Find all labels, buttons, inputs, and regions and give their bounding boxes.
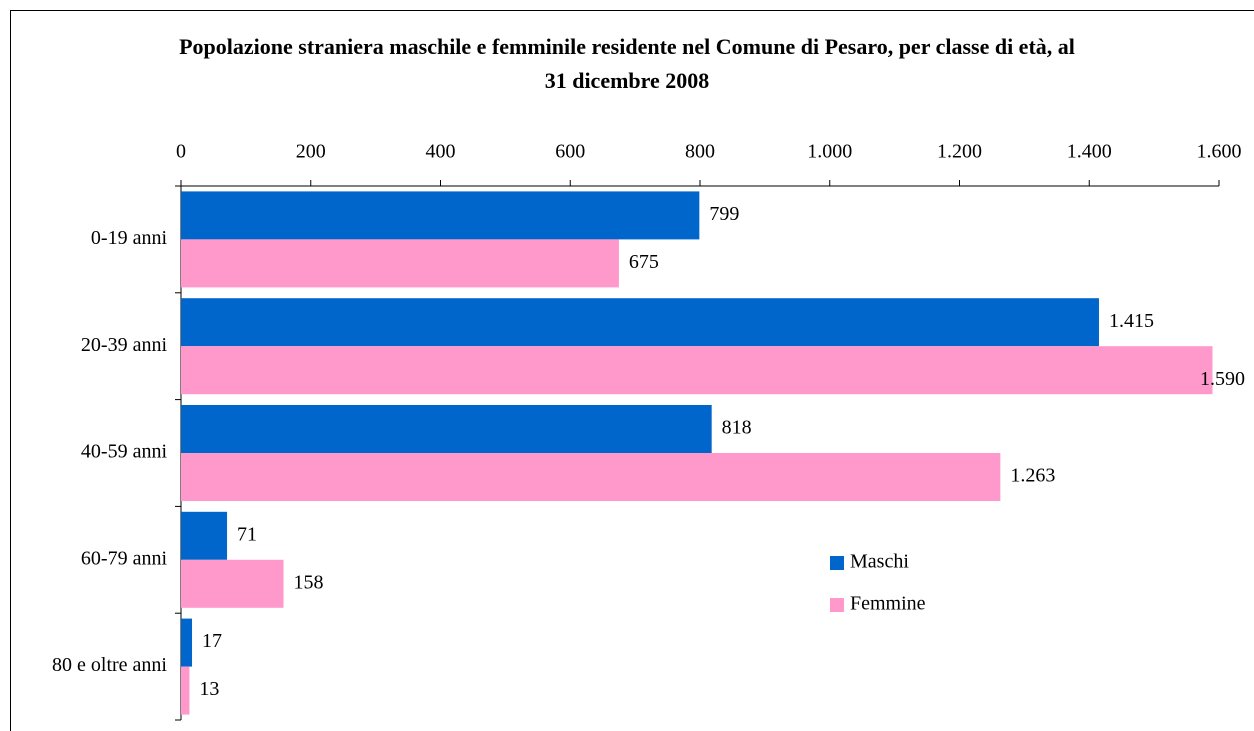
data-label: 675 — [629, 251, 659, 273]
data-label: 158 — [294, 571, 324, 593]
data-label: 818 — [722, 417, 752, 439]
legend-swatch — [830, 556, 844, 570]
y-tick-label: 40-59 anni — [81, 441, 168, 463]
data-label: 799 — [709, 203, 739, 225]
legend-label: Femmine — [850, 593, 926, 615]
legend-label: Maschi — [850, 551, 909, 573]
bar — [181, 453, 1001, 501]
legend-swatch — [830, 598, 844, 612]
bar — [181, 559, 284, 608]
bar — [181, 239, 619, 288]
chart-frame — [10, 10, 1254, 731]
x-tick-label: 0 — [176, 141, 186, 163]
bar — [181, 191, 700, 240]
data-label: 1.590 — [1200, 368, 1245, 390]
y-tick-label: 0-19 anni — [91, 227, 168, 249]
data-label: 71 — [237, 523, 257, 545]
bar — [181, 618, 193, 667]
data-label: 1.415 — [1109, 310, 1154, 332]
y-tick-label: 60-79 anni — [81, 547, 168, 569]
bar — [181, 298, 1099, 347]
y-tick-label: 80 e oltre anni — [52, 654, 167, 676]
x-tick-label: 600 — [555, 141, 585, 163]
x-tick-label: 400 — [426, 141, 456, 163]
bar — [181, 511, 228, 560]
bar — [181, 666, 190, 715]
data-label: 17 — [202, 630, 222, 652]
x-tick-label: 800 — [685, 141, 715, 163]
x-tick-label: 1.000 — [807, 141, 852, 163]
bar — [181, 405, 712, 453]
x-tick-label: 1.200 — [937, 141, 982, 163]
data-label: 1.263 — [1010, 465, 1055, 487]
x-tick-label: 1.600 — [1197, 141, 1242, 163]
data-label: 13 — [199, 678, 219, 700]
bar — [181, 346, 1213, 395]
y-tick-label: 20-39 anni — [81, 334, 168, 356]
x-tick-label: 1.400 — [1067, 141, 1112, 163]
x-tick-label: 200 — [296, 141, 326, 163]
chart-title: Popolazione straniera maschile e femmini… — [179, 34, 1075, 93]
